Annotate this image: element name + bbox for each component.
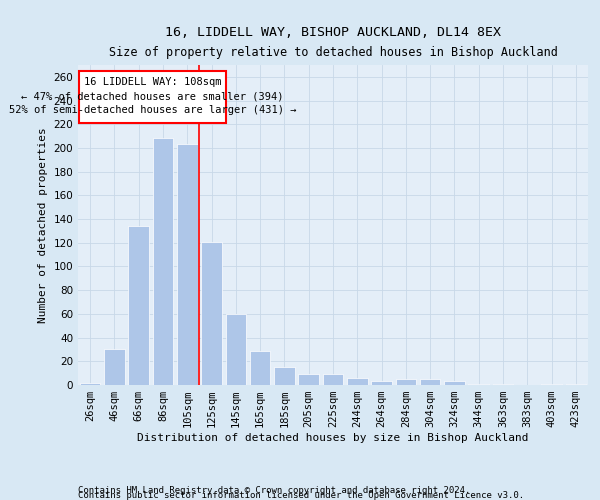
Text: Contains HM Land Registry data © Crown copyright and database right 2024.: Contains HM Land Registry data © Crown c…: [78, 486, 470, 495]
Bar: [541, 384, 562, 385]
Text: Contains public sector information licensed under the Open Government Licence v3: Contains public sector information licen…: [78, 490, 524, 500]
Bar: [274, 367, 295, 385]
X-axis label: Distribution of detached houses by size in Bishop Auckland: Distribution of detached houses by size …: [137, 433, 529, 443]
Bar: [395, 379, 416, 385]
Bar: [444, 382, 465, 385]
Bar: [152, 138, 173, 385]
Bar: [298, 374, 319, 385]
Text: 16 LIDDELL WAY: 108sqm: 16 LIDDELL WAY: 108sqm: [84, 77, 221, 87]
Bar: [80, 382, 100, 385]
Bar: [420, 379, 440, 385]
Bar: [347, 378, 368, 385]
Bar: [177, 144, 197, 385]
Bar: [201, 242, 222, 385]
Text: 52% of semi-detached houses are larger (431) →: 52% of semi-detached houses are larger (…: [9, 106, 296, 116]
Bar: [469, 384, 489, 385]
Bar: [250, 350, 271, 385]
Bar: [226, 314, 246, 385]
Y-axis label: Number of detached properties: Number of detached properties: [38, 127, 48, 323]
FancyBboxPatch shape: [79, 71, 226, 123]
Bar: [371, 382, 392, 385]
Bar: [566, 384, 586, 385]
Bar: [323, 374, 343, 385]
Bar: [104, 350, 125, 385]
Bar: [128, 226, 149, 385]
Text: 16, LIDDELL WAY, BISHOP AUCKLAND, DL14 8EX: 16, LIDDELL WAY, BISHOP AUCKLAND, DL14 8…: [165, 26, 501, 40]
Text: ← 47% of detached houses are smaller (394): ← 47% of detached houses are smaller (39…: [22, 91, 284, 101]
Bar: [493, 384, 514, 385]
Text: Size of property relative to detached houses in Bishop Auckland: Size of property relative to detached ho…: [109, 46, 557, 59]
